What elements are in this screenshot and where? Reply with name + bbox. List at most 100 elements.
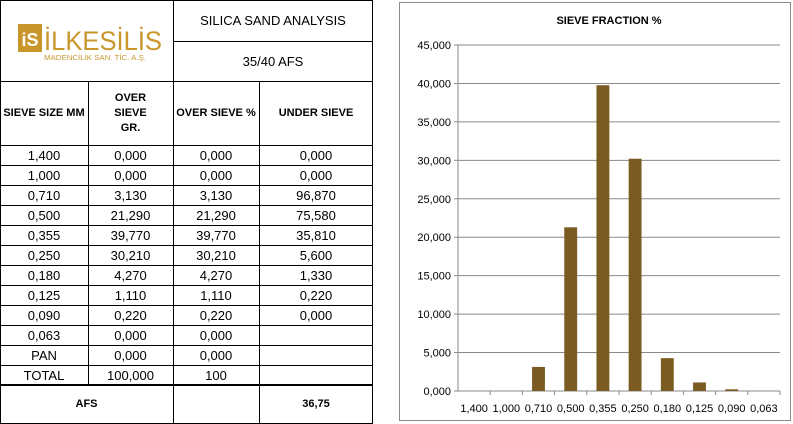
grid-line: [0, 205, 373, 206]
grid-line: [0, 385, 373, 386]
grid-line: [372, 0, 373, 424]
sieve-size-cell: 1,400: [27, 147, 61, 163]
under-sieve-cell: [259, 325, 373, 345]
column-header-under-sieve: UNDER SIEVE: [278, 106, 354, 119]
logo-mark: iS: [21, 30, 38, 50]
grid-line: [0, 285, 373, 286]
over-sieve-gr-cell: 1,110: [114, 287, 147, 303]
x-tick-label: 0,063: [750, 403, 778, 415]
x-tick-label: 0,125: [686, 403, 714, 415]
grid-line: [0, 245, 373, 246]
y-tick-label: 10,000: [417, 309, 451, 321]
over-sieve-pct-cell: 4,270: [199, 267, 233, 283]
x-tick-label: 0,090: [718, 403, 746, 415]
analysis-table: iS İLKESİLİS MADENCİLİK SAN. TİC. A.Ş. S…: [0, 0, 373, 424]
report-title: SILICA SAND ANALYSIS: [200, 13, 346, 28]
grid-line: [0, 305, 373, 306]
grid-line: [0, 325, 373, 326]
bar-9: [725, 389, 739, 391]
under-sieve-cell: 0,000: [299, 167, 333, 183]
afs-label: AFS: [75, 397, 98, 410]
report-grade: 35/40 AFS: [242, 53, 304, 69]
grid-line: [88, 81, 89, 384]
grid-line: [0, 165, 373, 166]
column-header-over-sieve-gr: OVER SIEVE GR.: [114, 91, 147, 134]
y-tick-label: 35,000: [417, 117, 451, 129]
chart-canvas: SIEVE FRACTION % 0,000 5,000 10,000 15,000 20…: [417, 15, 781, 415]
logo-name: İLKESİLİS: [44, 25, 162, 56]
over-sieve-gr-cell: 4,270: [114, 267, 147, 283]
bar-4: [564, 227, 578, 391]
grid-line: [0, 365, 373, 366]
column-header-sieve-size: SIEVE SIZE MM: [3, 106, 85, 119]
bar-8: [693, 382, 706, 391]
grid-line: [0, 185, 373, 186]
over-sieve-pct-cell: 39,770: [196, 227, 236, 243]
y-tick-label: 20,000: [417, 232, 451, 244]
x-tick-label: 0,180: [654, 403, 682, 415]
over-sieve-gr-cell: 21,290: [110, 207, 151, 223]
over-sieve-gr-cell: 0,000: [114, 327, 147, 343]
y-tick-label: 30,000: [417, 155, 451, 167]
y-tick-label: 15,000: [417, 271, 451, 283]
grid-line: [0, 81, 373, 82]
sieve-size-cell: 0,500: [27, 207, 61, 223]
x-tick-label: 1,400: [460, 403, 488, 415]
sieve-size-cell: 0,063: [27, 327, 61, 343]
under-sieve-cell: [259, 365, 373, 385]
sieve-size-cell: PAN: [31, 347, 57, 363]
sieve-size-cell: 0,250: [27, 247, 61, 263]
over-sieve-pct-cell: 21,290: [196, 207, 236, 223]
x-tick-label: 0,355: [589, 403, 617, 415]
over-sieve-pct-cell: 0,000: [199, 167, 233, 183]
y-tick-label: 25,000: [417, 194, 451, 206]
over-sieve-pct-cell: 0,220: [199, 307, 233, 323]
under-sieve-cell: [259, 345, 373, 365]
sieve-size-cell: 0,180: [27, 267, 61, 283]
sieve-size-cell: TOTAL: [23, 367, 65, 383]
under-sieve-cell: 0,000: [299, 147, 333, 163]
sieve-size-cell: 0,710: [27, 187, 61, 203]
bar-5: [596, 85, 610, 391]
over-sieve-gr-cell: 100,000: [107, 367, 154, 383]
over-sieve-pct-cell: 1,110: [200, 287, 232, 303]
over-sieve-pct-cell: 100: [205, 367, 227, 383]
over-sieve-gr-cell: 0,000: [114, 347, 147, 363]
bar-6: [628, 158, 642, 391]
afs-value: 36,75: [302, 397, 330, 410]
over-sieve-pct-cell: 0,000: [199, 147, 233, 163]
bar-3: [532, 366, 545, 391]
grid-line: [0, 225, 373, 226]
over-sieve-gr-cell: 30,210: [110, 247, 151, 263]
sieve-fraction-chart: SIEVE FRACTION % 0,000 5,000 10,000 15,000 20…: [399, 2, 791, 421]
over-sieve-gr-cell: 3,130: [114, 187, 147, 203]
over-sieve-pct-cell: 3,130: [199, 187, 233, 203]
grid-line: [173, 0, 174, 424]
sieve-size-cell: 1,000: [27, 167, 61, 183]
sieve-size-cell: 0,125: [27, 287, 61, 303]
grid-line: [0, 0, 1, 424]
sieve-size-cell: 0,355: [27, 227, 61, 243]
company-logo: iS İLKESİLİS MADENCİLİK SAN. TİC. A.Ş.: [18, 22, 163, 62]
under-sieve-cell: 35,810: [296, 227, 336, 243]
x-tick-label: 0,500: [557, 403, 585, 415]
over-sieve-pct-cell: 0,000: [199, 347, 233, 363]
over-sieve-pct-cell: 30,210: [196, 247, 236, 263]
bar-7: [660, 358, 674, 391]
over-sieve-pct-cell: 0,000: [199, 327, 233, 343]
grid-line: [0, 384, 373, 385]
grid-line: [173, 41, 373, 42]
over-sieve-gr-cell: 0,000: [114, 147, 147, 163]
column-header-over-sieve-pct: OVER SIEVE %: [176, 106, 256, 119]
y-tick-label: 0,000: [423, 386, 451, 398]
under-sieve-cell: 5,600: [299, 247, 333, 263]
grid-line: [0, 265, 373, 266]
under-sieve-cell: 1,330: [299, 267, 333, 283]
grid-line: [0, 0, 373, 1]
grid-line: [259, 81, 260, 424]
y-tick-label: 5,000: [423, 348, 451, 360]
under-sieve-cell: 0,220: [299, 287, 333, 303]
logo-graphic: iS İLKESİLİS MADENCİLİK SAN. TİC. A.Ş.: [18, 24, 162, 62]
under-sieve-cell: 0,000: [299, 307, 333, 323]
grid-line: [0, 345, 373, 346]
